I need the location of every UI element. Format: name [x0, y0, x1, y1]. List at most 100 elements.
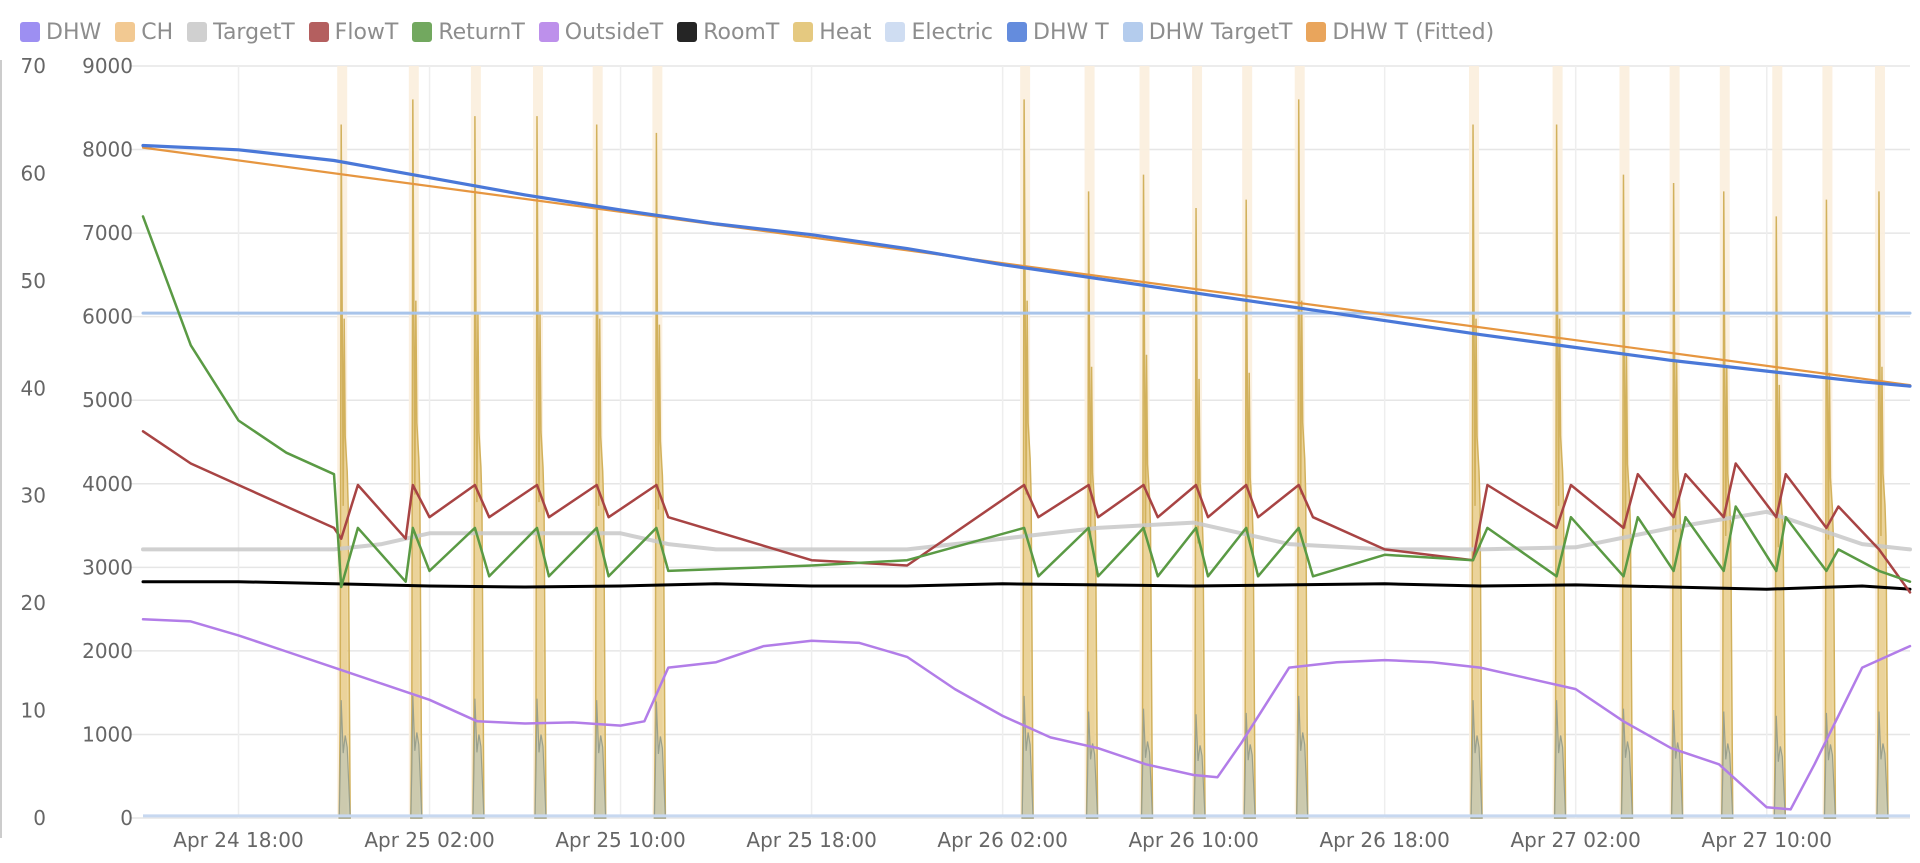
y-right-tick-label: 0 — [120, 806, 133, 830]
legend-label: Heat — [819, 19, 872, 45]
heat-spike — [1140, 174, 1154, 819]
x-tick-label: Apr 27 02:00 — [1510, 828, 1640, 852]
heat-spike — [1295, 99, 1309, 819]
legend-label: DHW T — [1033, 19, 1109, 45]
x-tick-label: Apr 26 10:00 — [1128, 828, 1258, 852]
y-left-tick-label: 10 — [21, 699, 46, 723]
x-tick-label: Apr 26 02:00 — [937, 828, 1067, 852]
series-line-targett — [141, 509, 1912, 552]
electric-spike — [653, 701, 667, 819]
x-tick-label: Apr 26 18:00 — [1319, 828, 1449, 852]
electric-spike — [1193, 714, 1206, 819]
heat-spike — [1243, 199, 1256, 819]
electric-series — [143, 695, 1910, 819]
y-right-tick-label: 8000 — [82, 138, 133, 162]
y-left-tick-label: 0 — [33, 806, 46, 830]
electric-spike — [1085, 711, 1099, 819]
series-line-returnt — [141, 215, 1912, 589]
heat-spike — [534, 116, 547, 819]
legend-label: ReturnT — [438, 19, 525, 45]
legend-item[interactable]: Heat — [793, 20, 871, 45]
series-line-dhw-t-fitted — [141, 146, 1912, 387]
legend-swatch — [538, 22, 559, 42]
heat-spike — [410, 99, 423, 819]
heat-spike — [593, 124, 607, 819]
electric-spike — [1876, 711, 1889, 819]
legend-swatch — [187, 22, 208, 42]
legend-item[interactable]: DHW — [20, 20, 101, 45]
legend-item[interactable]: CH — [115, 20, 173, 45]
electric-spike — [1296, 695, 1309, 819]
heat-spike — [653, 132, 667, 819]
legend-item[interactable]: TargetT — [187, 20, 295, 45]
x-tick-label: Apr 27 10:00 — [1702, 828, 1832, 852]
heat-spike — [338, 124, 351, 819]
y-right-tick-label: 7000 — [82, 221, 133, 245]
electric-spike — [1553, 700, 1567, 819]
legend-item[interactable]: DHW TargetT — [1122, 19, 1293, 45]
electric-spike — [472, 698, 485, 819]
legend-swatch — [793, 22, 814, 42]
y-right-tick-label: 9000 — [82, 54, 133, 78]
legend-swatch — [677, 22, 698, 42]
heat-spike — [472, 116, 485, 819]
heat-spike — [1876, 191, 1889, 819]
legend-label: DHW — [46, 19, 102, 45]
legend-label: FlowT — [334, 19, 399, 45]
x-tick-label: Apr 24 18:00 — [173, 828, 303, 852]
y-right-tick-label: 1000 — [82, 722, 133, 746]
legend: DHW CH TargetT FlowT ReturnT OutsideT RoomT Hea… — [20, 18, 1508, 46]
legend-swatch — [308, 22, 329, 42]
heat-spike — [1085, 191, 1099, 819]
heat-spike — [1470, 124, 1483, 819]
electric-spike — [338, 700, 351, 819]
heat-spike — [1021, 99, 1034, 819]
legend-label: RoomT — [703, 19, 780, 45]
electric-spike — [1470, 700, 1483, 819]
y-left-tick-label: 70 — [21, 54, 46, 78]
electric-spike — [1620, 708, 1634, 819]
electric-spike — [1721, 711, 1734, 819]
series-line-roomt — [141, 580, 1912, 591]
y-left-tick-label: 40 — [21, 376, 46, 400]
y-left-tick-label: 20 — [21, 591, 46, 615]
y-left-tick-label: 50 — [21, 269, 46, 293]
y-right-tick-label: 3000 — [82, 555, 133, 579]
legend-label: DHW T (Fitted) — [1332, 19, 1495, 45]
legend-swatch — [20, 22, 40, 42]
electric-spike — [534, 698, 547, 819]
heat-spike — [1620, 174, 1634, 819]
legend-item[interactable]: OutsideT — [538, 19, 664, 45]
series-line-dhw-t — [141, 143, 1912, 388]
series-line-flowt — [141, 430, 1912, 594]
axis-labels: 0 10 20 30 40 50 60 70 0 1000 2000 3000 4000 5000 6000… — [21, 54, 1832, 852]
series-line-outsidet — [141, 618, 1912, 811]
heat-series — [337, 66, 1889, 819]
y-left-tick-label: 60 — [21, 161, 46, 185]
x-tick-label: Apr 25 10:00 — [555, 828, 685, 852]
electric-spike — [594, 700, 607, 819]
heat-spike — [1193, 208, 1206, 819]
legend-label: Electric — [911, 19, 994, 45]
y-right-tick-label: 2000 — [82, 639, 133, 663]
line-series-layer — [141, 143, 1912, 811]
x-tick-label: Apr 25 18:00 — [746, 828, 876, 852]
legend-item[interactable]: DHW T (Fitted) — [1306, 20, 1494, 45]
legend-item[interactable]: RoomT — [677, 20, 779, 45]
y-left-tick-label: 30 — [21, 484, 46, 508]
legend-item[interactable]: ReturnT — [412, 19, 525, 45]
legend-item[interactable]: Electric — [885, 20, 993, 45]
legend-label: OutsideT — [564, 19, 664, 45]
legend-label: DHW TargetT — [1148, 19, 1293, 45]
legend-swatch — [1306, 22, 1327, 42]
y-right-tick-label: 5000 — [82, 388, 133, 412]
legend-item[interactable]: FlowT — [308, 19, 399, 45]
legend-swatch — [885, 22, 906, 42]
legend-swatch — [1122, 22, 1143, 42]
electric-spike — [410, 695, 423, 819]
legend-label: CH — [141, 19, 174, 45]
legend-item[interactable]: DHW T — [1007, 20, 1109, 45]
heat-spike — [1553, 124, 1567, 819]
